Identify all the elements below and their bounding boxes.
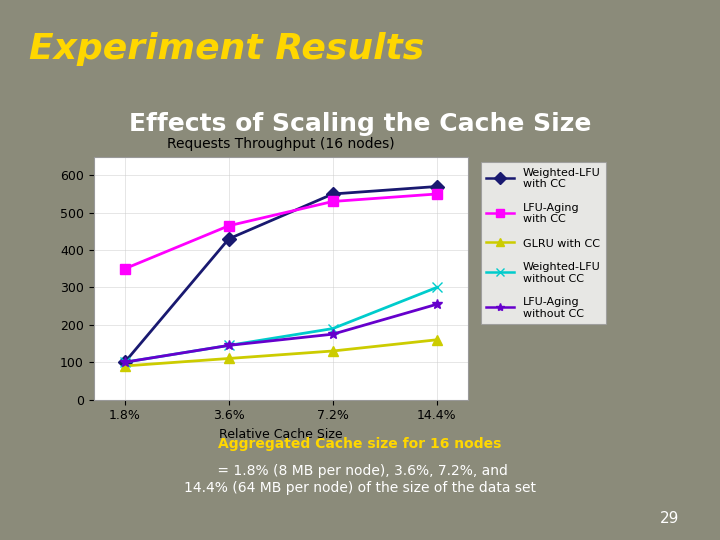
Text: = 1.8% (8 MB per node), 3.6%, 7.2%, and
14.4% (64 MB per node) of the size of th: = 1.8% (8 MB per node), 3.6%, 7.2%, and … — [184, 464, 536, 495]
X-axis label: Relative Cache Size: Relative Cache Size — [219, 428, 343, 441]
Legend: Weighted-LFU
with CC, LFU-Aging
with CC, GLRU with CC, Weighted-LFU
without CC, : Weighted-LFU with CC, LFU-Aging with CC,… — [481, 162, 606, 325]
Text: 29: 29 — [660, 511, 679, 526]
Text: Aggregated Cache size for 16 nodes: Aggregated Cache size for 16 nodes — [218, 437, 502, 451]
Text: Experiment Results: Experiment Results — [29, 32, 424, 65]
Title: Requests Throughput (16 nodes): Requests Throughput (16 nodes) — [167, 137, 395, 151]
Text: Effects of Scaling the Cache Size: Effects of Scaling the Cache Size — [129, 112, 591, 136]
